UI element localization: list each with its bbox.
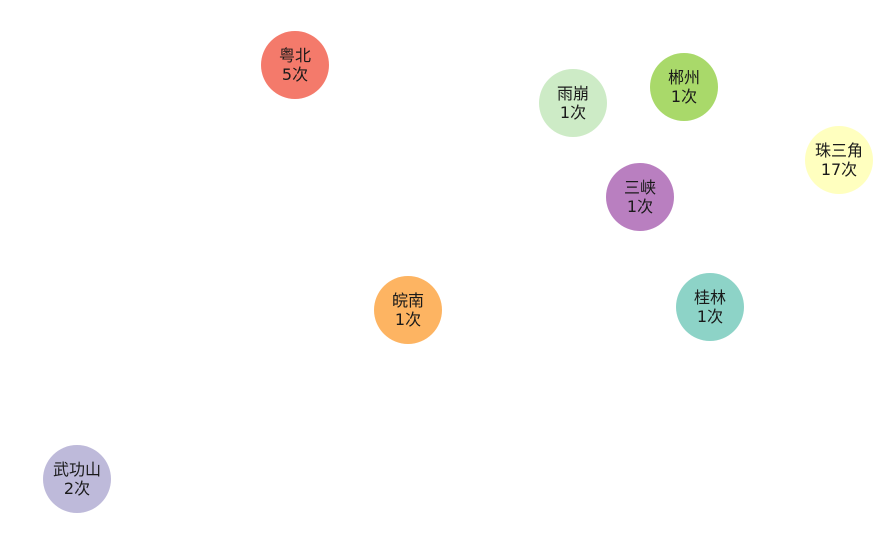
- bubble-count: 1次: [696, 307, 724, 326]
- bubble-chenzhou[interactable]: 郴州 1次: [650, 53, 718, 121]
- bubble-zhusanjiao[interactable]: 珠三角 17次: [805, 126, 873, 194]
- bubble-count: 5次: [281, 65, 309, 84]
- bubble-count: 2次: [63, 479, 91, 498]
- bubble-wannan[interactable]: 皖南 1次: [374, 276, 442, 344]
- bubble-label: 珠三角: [814, 141, 863, 160]
- bubble-label: 桂林: [693, 288, 726, 307]
- bubble-yubeng[interactable]: 雨崩 1次: [539, 69, 607, 137]
- bubble-label: 武功山: [52, 460, 101, 479]
- bubble-label: 三峡: [623, 178, 656, 197]
- bubble-count: 1次: [394, 310, 422, 329]
- bubble-count: 1次: [559, 103, 587, 122]
- bubble-yuebei[interactable]: 粤北 5次: [261, 31, 329, 99]
- bubble-sanxia[interactable]: 三峡 1次: [606, 163, 674, 231]
- bubble-label: 雨崩: [556, 84, 589, 103]
- bubble-count: 1次: [670, 87, 698, 106]
- bubble-guilin[interactable]: 桂林 1次: [676, 273, 744, 341]
- bubble-count: 1次: [626, 197, 654, 216]
- bubble-wugongshan[interactable]: 武功山 2次: [43, 445, 111, 513]
- bubble-label: 粤北: [278, 46, 311, 65]
- bubble-label: 郴州: [667, 68, 700, 87]
- bubble-count: 17次: [820, 160, 858, 179]
- bubble-label: 皖南: [391, 291, 424, 310]
